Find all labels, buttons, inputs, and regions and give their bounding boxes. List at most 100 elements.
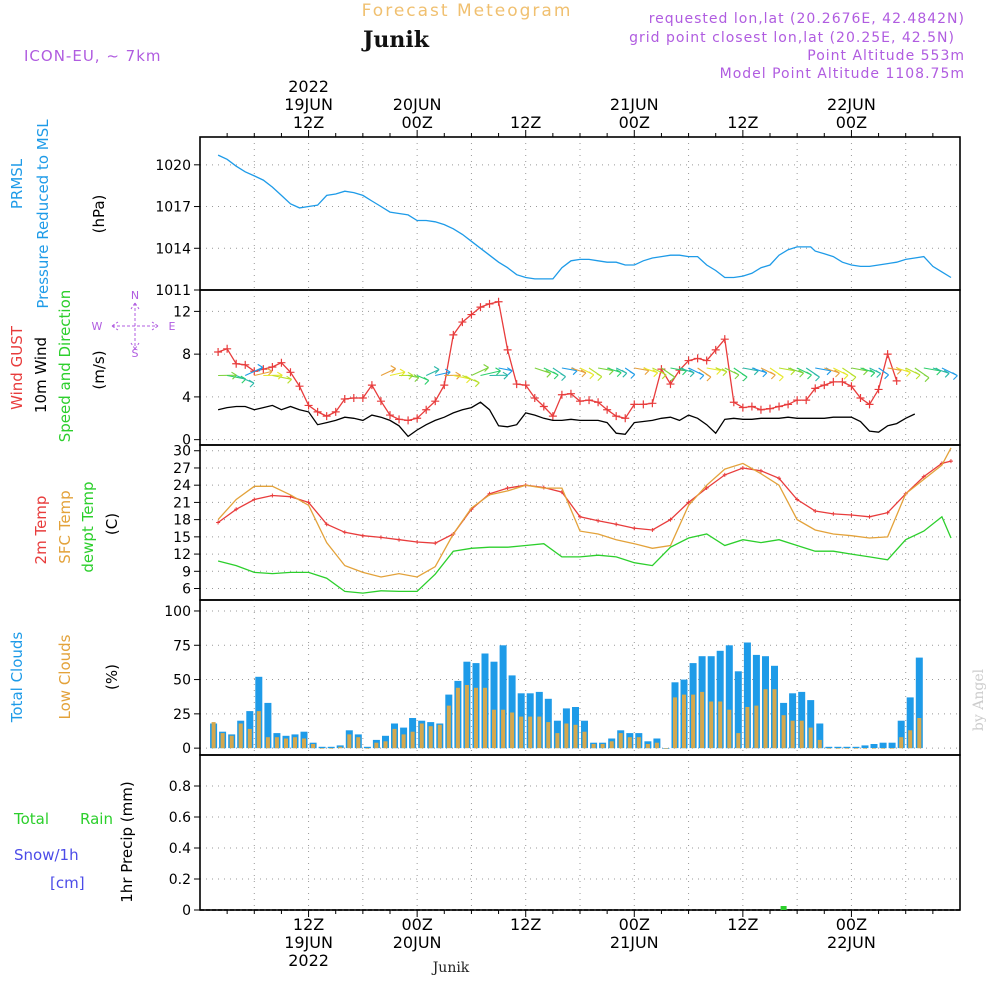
low-cloud-bar [519,716,524,749]
low-cloud-bar [401,734,406,749]
wind-gust-marker [413,414,422,423]
wind-gust-marker [666,380,675,389]
temp-2m-marker [378,535,383,540]
precip-snow-label: Snow/1h [14,846,79,864]
temp-2m-label: 2m Temp [32,496,50,565]
temp-2m-marker [632,526,637,531]
low-cloud-bar [329,748,334,749]
ytick-label: 1017 [155,200,191,216]
temp-2m-marker [921,474,926,479]
ytick-label: 1014 [155,241,191,257]
wind-gust-marker [684,356,693,365]
low-cloud-bar [392,728,397,749]
wind-gust-marker [512,380,521,389]
total-cloud-bar [318,746,326,749]
low-cloud-bar [238,723,243,749]
wind-gust-marker [865,400,874,409]
wind-gust-marker [223,344,232,353]
wind-direction-arrow [733,367,748,382]
top-time-label: 12Z [510,113,541,132]
wind-direction-arrow [652,367,667,380]
ytick-label: 100 [164,604,191,620]
total-cloud-bar [843,746,851,749]
wind-gust-marker [358,393,367,402]
temp-2m-marker [777,476,782,481]
top-time-label: 00Z [401,113,432,132]
model-label: ICON-EU, ~ 7km [24,47,162,65]
wind-direction-arrow [498,367,513,376]
panel-frame [199,289,961,446]
compass-e: E [169,320,176,333]
wind-gust-marker [557,390,566,399]
bottom-time-label: 12Z [510,915,541,934]
low-cloud-bar [808,727,813,749]
watermark: by Angel [971,668,987,731]
wind-gust-marker [485,299,494,308]
top-time-label: 12Z [293,113,324,132]
model-altitude: Model Point Altitude 1108.75m [720,66,965,82]
total-cloud-bar [807,700,815,749]
low-cloud-bar [419,723,424,749]
ytick-label: 8 [182,347,191,363]
wind-direction-arrow [254,367,273,377]
wind-gust-marker [648,399,657,408]
wind-gust-marker [738,403,747,412]
low-cloud-bar [302,738,306,749]
total-cloud-bar [888,742,896,749]
ytick-label: 0.6 [169,810,191,826]
wind-gust-marker [449,330,458,339]
total-cloud-bar [508,675,516,749]
wind-gust-marker [422,405,431,414]
wind-gust-marker [286,368,295,377]
low-cloud-bar [446,705,451,749]
panel-frame [199,599,961,756]
ytick-label: 75 [173,638,191,654]
wind-gust-marker [603,405,612,414]
wind-gust-marker [431,397,440,406]
temp-2m-marker [505,486,510,491]
wind-direction-arrow [760,367,776,380]
low-cloud-bar [682,694,686,749]
low-cloud-bar [609,741,614,749]
total-cloud-bar [825,746,833,749]
wind-direction-arrow [480,367,501,377]
ytick-label: 0.2 [169,872,191,888]
total-cloud-bar [798,691,806,749]
precip-axis-label: 1hr Precip (mm) [118,781,136,902]
wind-direction-arrow [715,367,728,377]
grid-point-coords: grid point closest lon,lat (20.25E, 42.5… [629,30,955,46]
low-cloud-bar [537,716,542,749]
low-cloud-bar [908,730,913,749]
wind-gust-marker [775,402,784,411]
ytick-label: 12 [173,304,191,320]
temp-2m-marker [415,540,420,545]
ytick-label: 0 [182,741,191,757]
bottom-time-label: 22JUN [827,933,876,952]
wind-direction-arrow [416,374,430,385]
wind-gust-marker [630,400,639,409]
low-cloud-bar [455,687,460,749]
wind-gust-marker [467,310,476,319]
panel-clouds: 0 25 50 75 100 [164,599,961,757]
temp-2m-marker [722,472,727,477]
wind-gust-marker [729,398,738,407]
low-cloud-bar [826,748,831,749]
total-cloud-bar [716,650,724,749]
wind-direction-arrow [380,365,397,376]
ytick-label: 30 [173,444,191,460]
low-cloud-bar [220,733,225,749]
wind-direction-arrow [688,367,705,380]
pressure-name-1: PRMSL [8,158,26,209]
low-cloud-bar [600,744,605,749]
wind-direction-arrow [489,371,509,380]
temp-2m-marker [397,537,402,542]
low-cloud-bar [917,718,922,749]
low-cloud-bar [464,685,469,749]
panel-pressure: 1011 1014 1017 1020 [155,136,961,299]
compass-w: W [92,320,103,333]
wind-gust-marker [521,381,530,390]
low-cloud-bar [844,748,849,749]
total-cloud-bar [870,744,878,749]
low-cloud-bar [410,731,415,749]
